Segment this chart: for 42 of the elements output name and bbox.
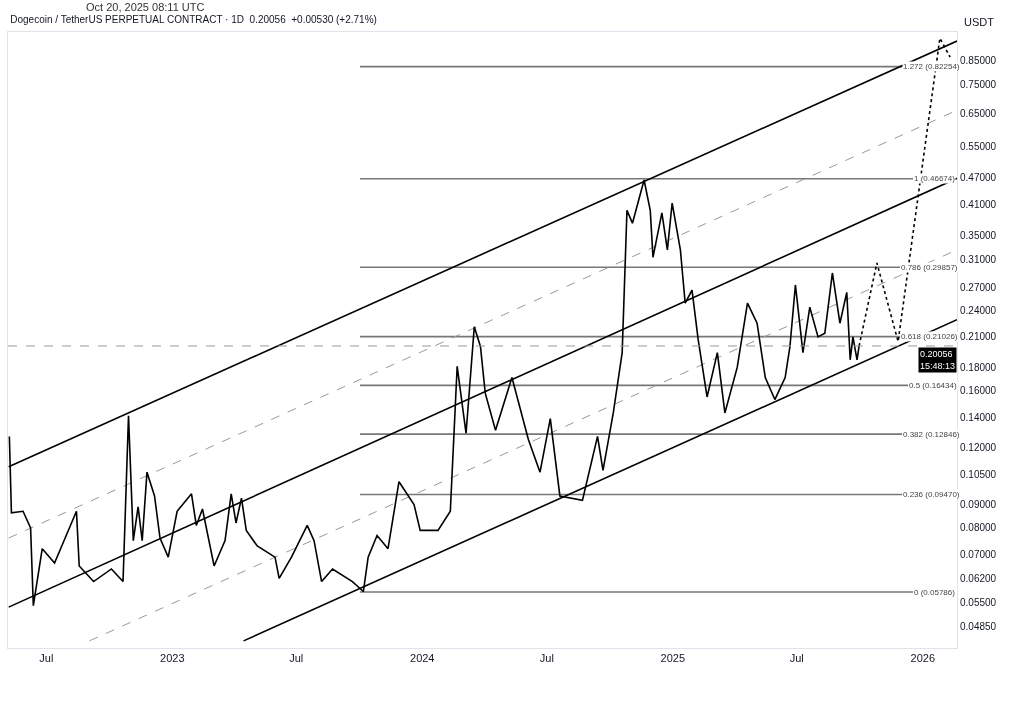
x-tick-label: 2025 [660,652,686,665]
annotation: 0 (0.05786) [914,588,956,597]
x-tick-label: 2023 [160,652,185,665]
chart-title: Dogecoin / TetherUS PERPETUAL CONTRACT · 1D 0.20056 +0.00530 (+2.71%) [10,14,377,25]
y-tick-label: 0.08000 [960,522,997,534]
y-tick-label: 0.14000 [960,411,997,423]
annotation: 0.382 (0.12846) [903,430,960,439]
y-tick-label: 0.35000 [960,230,997,242]
y-tick-label: 0.55000 [960,140,997,152]
annotation: 1 (0.46674) [914,174,956,183]
y-tick-label: 0.21000 [960,331,997,343]
y-tick-label: 0.07000 [960,548,997,560]
y-tick-label: 0.09000 [960,499,997,511]
y-tick-label: 0.04850 [960,621,997,633]
y-tick-label: 0.27000 [960,281,997,293]
annotation: 0.236 (0.09470) [903,490,960,499]
ref-line-label: 0.20056 15:48:13 [920,349,956,371]
x-tick-label: Jul [39,652,54,665]
annotation: 1.272 (0.82254) [903,62,960,71]
y-tick-label: 0.12000 [960,442,997,454]
y-tick-label: 0.75000 [960,79,997,91]
y-tick-label: 0.31000 [960,254,997,266]
y-tick-label: 0.18000 [960,361,997,373]
y-tick-label: 0.85000 [960,54,997,66]
y-tick-label: 0.16000 [960,385,997,397]
y-axis-title: USDT [964,16,995,28]
annotation: 0.786 (0.29857) [901,263,958,272]
y-tick-label: 0.10500 [960,468,997,480]
x-tick-label: Jul [539,652,554,665]
y-tick-label: 0.06200 [960,572,997,584]
x-tick-label: Jul [789,652,804,665]
y-tick-label: 0.65000 [960,107,997,119]
annotation: 0.618 (0.21026) [901,332,958,341]
y-tick-label: 0.05500 [960,596,997,608]
y-tick-label: 0.47000 [960,171,997,183]
x-tick-label: 2026 [910,652,935,665]
x-tick-label: 2024 [410,652,435,665]
x-tick-label: Jul [289,652,304,665]
y-tick-label: 0.41000 [960,198,997,210]
y-tick-label: 0.24000 [960,304,997,316]
annotation: 0.5 (0.16434) [909,381,957,390]
text: Oct 20, 2025 08:11 UTC [86,1,205,13]
